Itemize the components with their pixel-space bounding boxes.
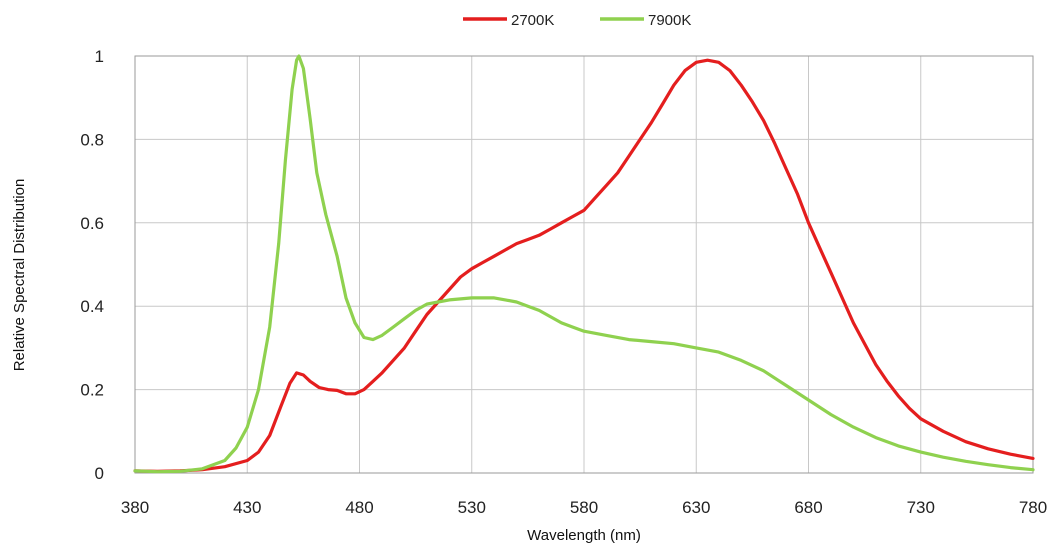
y-tick-label: 0.8: [80, 130, 104, 149]
x-tick-label: 780: [1019, 498, 1047, 517]
y-axis-ticks: 0 0.2 0.4 0.6 0.8 1: [80, 47, 104, 483]
y-tick-label: 0: [95, 464, 104, 483]
x-tick-label: 380: [121, 498, 149, 517]
x-axis-ticks: 380 430 480 530 580 630 680 730 780: [121, 498, 1047, 517]
x-axis-label: Wavelength (nm): [527, 527, 641, 544]
legend: 2700K 7900K: [463, 12, 691, 29]
grid: [135, 55, 1033, 474]
y-tick-label: 0.4: [80, 297, 104, 316]
y-tick-label: 0.6: [80, 214, 104, 233]
series-group: [133, 54, 1035, 474]
x-tick-label: 430: [233, 498, 261, 517]
y-tick-label: 1: [95, 47, 104, 66]
x-tick-label: 630: [682, 498, 710, 517]
series-line-7900k: [133, 54, 1035, 474]
legend-label-7900k: 7900K: [648, 12, 691, 29]
x-tick-label: 680: [794, 498, 822, 517]
y-tick-label: 0.2: [80, 381, 104, 400]
y-axis-label: Relative Spectral Distribution: [11, 179, 28, 372]
legend-label-2700k: 2700K: [511, 12, 554, 29]
x-tick-label: 530: [458, 498, 486, 517]
plot-area-frame: [134, 55, 1034, 474]
x-tick-label: 480: [345, 498, 373, 517]
series-line-2700k: [133, 58, 1035, 473]
x-tick-label: 730: [907, 498, 935, 517]
x-tick-label: 580: [570, 498, 598, 517]
